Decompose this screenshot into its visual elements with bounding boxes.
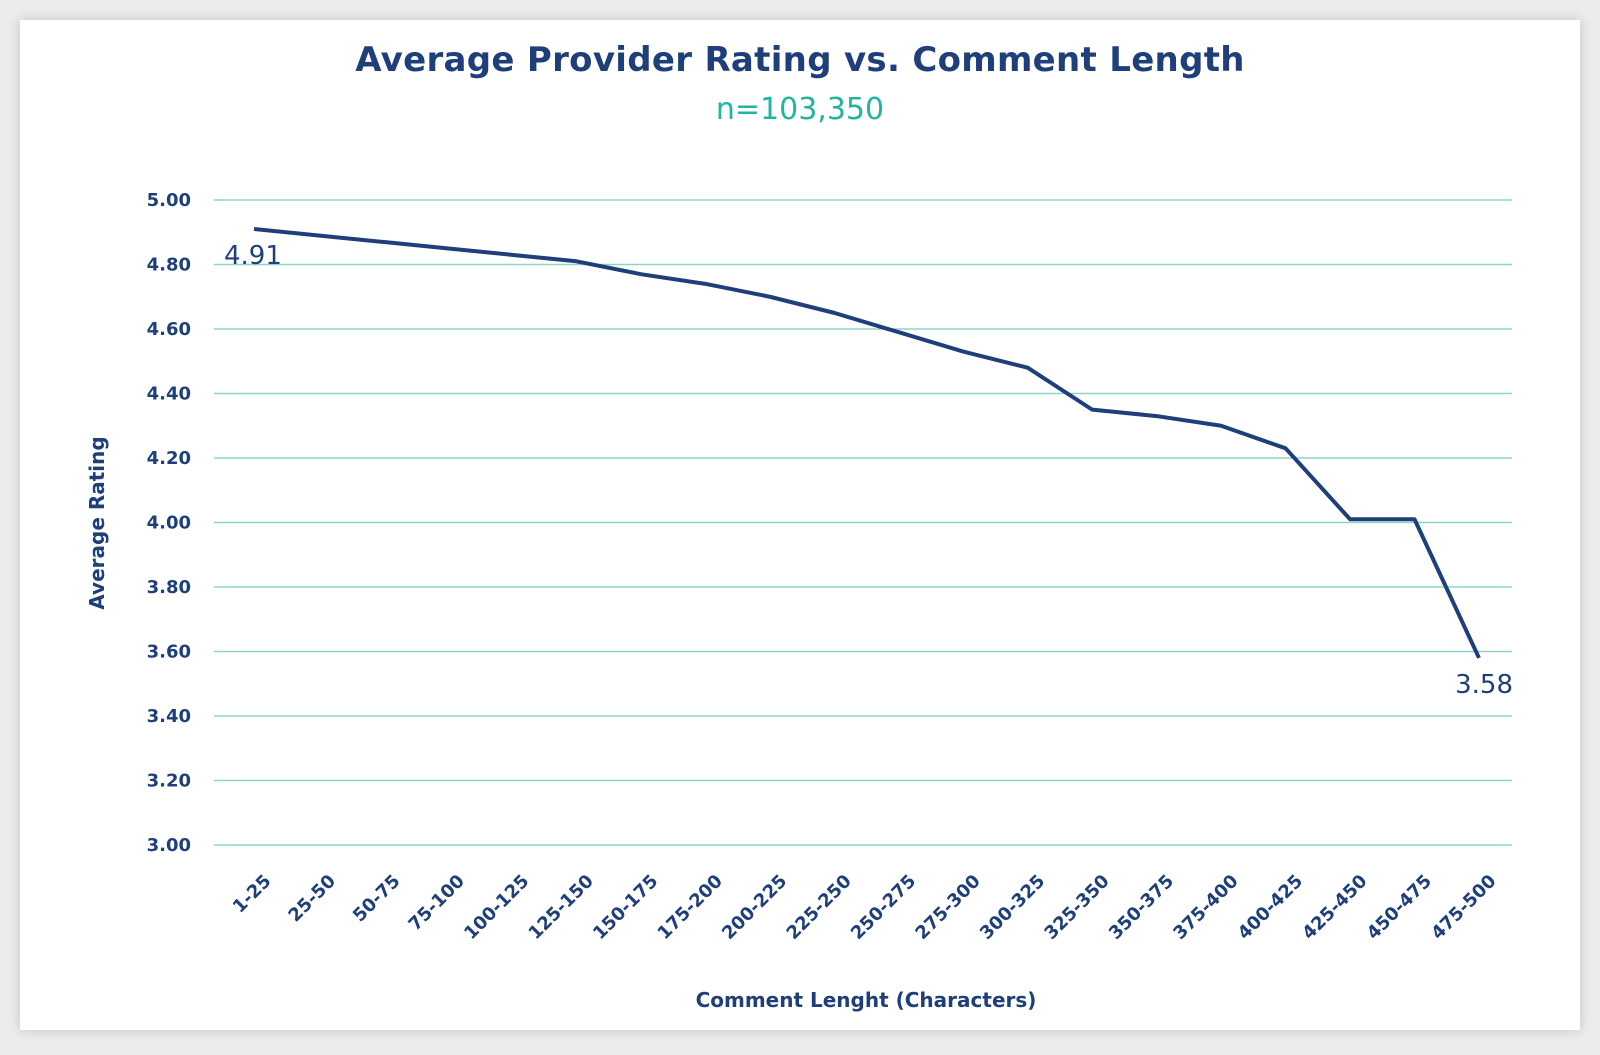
x-axis-title: Comment Lenght (Characters) xyxy=(696,988,1037,1012)
x-tick-label: 200-225 xyxy=(718,871,791,944)
chart-subtitle: n=103,350 xyxy=(715,92,885,127)
x-tick-label: 425-450 xyxy=(1298,871,1371,944)
x-tick-label: 400-425 xyxy=(1234,871,1307,944)
x-tick-label: 375-400 xyxy=(1169,871,1242,944)
y-tick-label: 3.80 xyxy=(147,577,191,598)
x-tick-label: 475-500 xyxy=(1427,871,1500,944)
y-tick-label: 3.60 xyxy=(147,642,191,663)
y-tick-label: 4.40 xyxy=(147,384,191,405)
chart-card xyxy=(20,20,1580,1030)
x-axis-ticks: 1-25 25-50 50-75 75-100100-125125-150150-17… xyxy=(229,871,1501,944)
y-tick-label: 4.00 xyxy=(147,513,191,534)
chart-title: Average Provider Rating vs. Comment Leng… xyxy=(355,40,1245,80)
x-tick-label: 50-75 xyxy=(349,871,405,927)
x-tick-label: 1-25 xyxy=(229,871,276,918)
y-tick-label: 5.00 xyxy=(147,190,191,211)
x-tick-label: 325-350 xyxy=(1040,871,1113,944)
data-label: 3.58 xyxy=(1455,670,1513,700)
y-tick-label: 3.40 xyxy=(147,706,191,727)
x-tick-label: 100-125 xyxy=(460,871,533,944)
y-tick-label: 4.60 xyxy=(147,319,191,340)
x-tick-label: 250-275 xyxy=(847,871,920,944)
x-tick-label: 125-150 xyxy=(525,871,598,944)
x-tick-label: 225-250 xyxy=(783,871,856,944)
x-tick-label: 275-300 xyxy=(911,871,984,944)
x-tick-label: 175-200 xyxy=(654,871,727,944)
data-labels: 4.91 3.58 xyxy=(224,241,1513,700)
x-tick-label: 350-375 xyxy=(1105,871,1178,944)
x-tick-label: 450-475 xyxy=(1363,871,1436,944)
y-axis-title: Average Rating xyxy=(85,436,109,609)
y-tick-label: 4.20 xyxy=(147,448,191,469)
y-tick-label: 4.80 xyxy=(147,255,191,276)
x-tick-label: 25-50 xyxy=(284,871,340,927)
y-tick-label: 3.00 xyxy=(147,835,191,856)
series-layer xyxy=(253,227,1481,659)
x-tick-label: 300-325 xyxy=(976,871,1049,944)
y-axis-ticks: 5.00 4.80 4.60 4.40 4.20 4.00 3.80 3.60 3.40 3.20… xyxy=(147,190,191,856)
x-tick-label: 150-175 xyxy=(589,871,662,944)
y-tick-label: 3.20 xyxy=(147,771,191,792)
data-label: 4.91 xyxy=(224,241,282,271)
gridlines xyxy=(214,199,1512,846)
x-tick-label: 75-100 xyxy=(405,871,469,935)
series-line xyxy=(253,227,1481,659)
